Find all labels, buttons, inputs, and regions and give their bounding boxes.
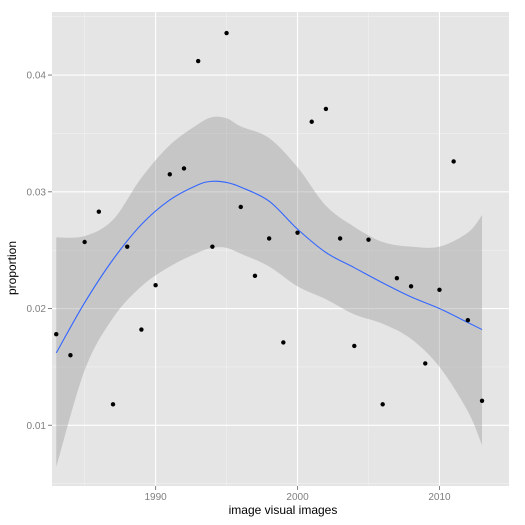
data-point [323, 106, 329, 112]
x-tick-label: 2000 [286, 492, 309, 503]
y-tick-label: 0.04 [27, 71, 47, 82]
data-point [337, 236, 343, 241]
minor-gridlines [52, 12, 509, 486]
data-point [139, 327, 144, 332]
data-point [281, 340, 286, 345]
data-point [181, 166, 187, 171]
data-point [366, 237, 371, 242]
data-point [110, 402, 116, 407]
data-point [465, 318, 471, 323]
data-point [210, 244, 215, 249]
data-point [295, 230, 300, 235]
data-point [224, 30, 229, 36]
x-axis-ticks: 1990 2000 2010 [144, 486, 451, 503]
y-tick-label: 0.01 [27, 421, 47, 432]
data-point [125, 244, 130, 249]
smooth-trend-line [55, 180, 483, 354]
data-point [451, 159, 456, 164]
y-tick-label: 0.02 [27, 304, 47, 315]
data-point [408, 284, 414, 289]
data-point [394, 275, 400, 281]
x-tick-label: 2010 [428, 492, 451, 503]
data-point [96, 209, 102, 214]
data-point [82, 239, 87, 245]
data-point [54, 332, 59, 337]
x-axis-title: image visual images [229, 503, 338, 517]
data-point [380, 402, 385, 407]
data-points [54, 30, 485, 407]
x-tick-label: 1990 [144, 492, 167, 503]
y-tick-label: 0.03 [27, 187, 47, 198]
data-point [68, 353, 73, 358]
y-axis-title: proportion [5, 241, 19, 295]
data-point [252, 273, 258, 279]
data-point [266, 236, 272, 241]
data-point [238, 204, 243, 210]
major-gridlines [52, 12, 509, 486]
data-point [479, 398, 485, 403]
y-axis-ticks: 0.01 0.02 0.03 0.04 [27, 71, 52, 432]
data-point [153, 282, 158, 288]
plot-panel [52, 12, 509, 486]
data-point [437, 287, 442, 293]
data-point [309, 119, 314, 124]
data-point [423, 361, 428, 366]
data-point [352, 343, 357, 349]
data-point [167, 172, 172, 177]
confidence-band [56, 116, 483, 468]
data-point [195, 58, 201, 64]
